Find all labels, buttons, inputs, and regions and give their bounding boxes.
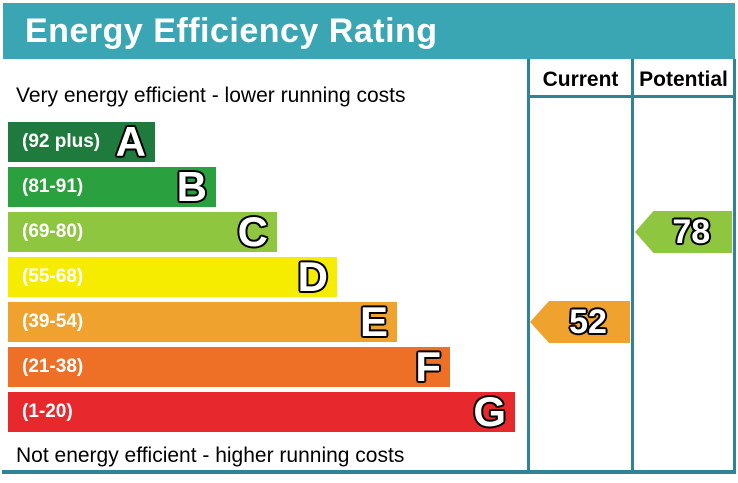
band-letter: B bbox=[176, 163, 207, 210]
rating-band-e: (39-54) E bbox=[8, 298, 397, 345]
current-column-left-line bbox=[527, 59, 530, 474]
band-range-label: (92 plus) bbox=[22, 131, 101, 152]
potential-rating-value: 78 bbox=[672, 213, 711, 251]
band-letter: C bbox=[237, 208, 268, 255]
band-letter: D bbox=[297, 253, 328, 300]
band-range-label: (81-91) bbox=[22, 176, 84, 197]
potential-rating-arrow: 78 bbox=[635, 211, 732, 253]
potential-column-header: Potential bbox=[639, 67, 728, 91]
title-bar: Energy Efficiency Rating bbox=[3, 3, 735, 59]
header-underline bbox=[527, 95, 736, 98]
rating-band-c: (69-80) C bbox=[8, 208, 277, 255]
current-column-header: Current bbox=[542, 67, 619, 91]
right-border-line bbox=[733, 59, 736, 474]
band-letter: G bbox=[473, 388, 506, 435]
rating-band-f: (21-38) F bbox=[8, 343, 450, 390]
rating-band-g: (1-20) G bbox=[8, 388, 515, 435]
current-rating-arrow: 52 bbox=[530, 301, 630, 343]
band-letter: E bbox=[359, 298, 388, 345]
rating-band-b: (81-91) B bbox=[8, 163, 216, 210]
page-title: Energy Efficiency Rating bbox=[25, 11, 438, 50]
band-range-label: (21-38) bbox=[22, 356, 84, 377]
top-axis-label: Very energy efficient - lower running co… bbox=[16, 84, 406, 107]
rating-band-a: (92 plus) A bbox=[8, 118, 155, 165]
band-range-label: (1-20) bbox=[22, 401, 73, 422]
potential-column-left-line bbox=[631, 59, 634, 474]
band-range-label: (69-80) bbox=[22, 221, 84, 242]
band-letter: A bbox=[115, 118, 146, 165]
band-letter: F bbox=[415, 343, 441, 390]
bottom-axis-label: Not energy efficient - higher running co… bbox=[16, 444, 405, 467]
rating-band-d: (55-68) D bbox=[8, 253, 337, 300]
current-rating-value: 52 bbox=[569, 303, 607, 341]
band-range-label: (39-54) bbox=[22, 311, 84, 332]
bottom-border-line bbox=[2, 470, 736, 474]
band-range-label: (55-68) bbox=[22, 266, 84, 287]
